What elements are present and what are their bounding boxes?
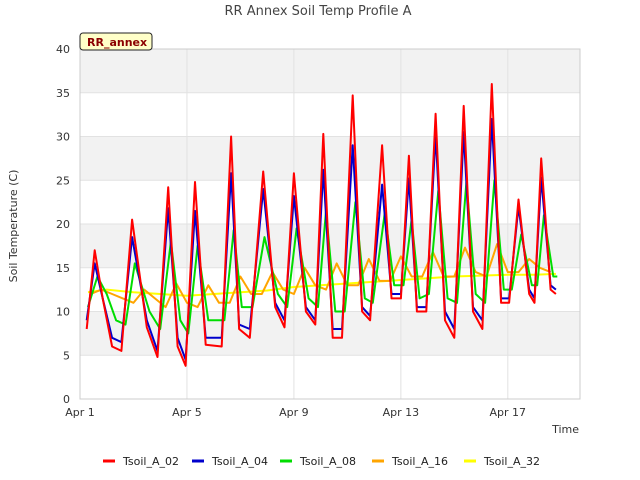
x-axis-title: Time <box>551 423 579 436</box>
plot-band <box>80 136 580 181</box>
legend-label: Tsoil_A_08 <box>299 455 356 468</box>
site-badge: RR_annex <box>79 32 153 51</box>
y-axis-title: Soil Temperature (C) <box>7 170 20 283</box>
legend-label: Tsoil_A_04 <box>211 455 268 468</box>
y-tick-label: 15 <box>56 262 70 275</box>
x-tick-label: Apr 17 <box>490 406 527 419</box>
legend: Tsoil_A_02 Tsoil_A_04 Tsoil_A_08 Tsoil_A_16… <box>103 455 540 468</box>
x-tick-label: Apr 1 <box>65 406 95 419</box>
x-tick-label: Apr 5 <box>172 406 202 419</box>
y-tick-label: 20 <box>56 218 70 231</box>
site-badge-label: RR_annex <box>87 36 147 49</box>
chart-title: RR Annex Soil Temp Profile A <box>225 4 412 19</box>
legend-label: Tsoil_A_02 <box>122 455 179 468</box>
x-tick-label: Apr 13 <box>383 406 420 419</box>
plot-band <box>80 49 580 93</box>
y-tick-label: 25 <box>56 174 70 187</box>
y-tick-label: 30 <box>56 131 70 144</box>
series-lines <box>85 83 558 367</box>
y-axis-ticks: 0 5 10 15 20 25 30 35 40 <box>56 43 70 406</box>
y-tick-label: 5 <box>63 349 70 362</box>
plot-band <box>80 355 580 399</box>
legend-label: Tsoil_A_32 <box>483 455 540 468</box>
plot-frame <box>79 48 581 400</box>
x-axis-ticks: Apr 1 Apr 5 Apr 9 Apr 13 Apr 17 <box>65 406 526 419</box>
y-tick-label: 10 <box>56 306 70 319</box>
plot-band <box>80 311 580 356</box>
x-tick-label: Apr 9 <box>279 406 309 419</box>
legend-label: Tsoil_A_16 <box>391 455 448 468</box>
series-line-tsoil-a-02 <box>85 83 557 367</box>
y-tick-label: 35 <box>56 87 70 100</box>
site-badge-box <box>79 32 153 51</box>
plot-band <box>80 92 580 137</box>
y-tick-label: 40 <box>56 43 70 56</box>
y-tick-label: 0 <box>63 393 70 406</box>
plot-band <box>80 180 580 224</box>
